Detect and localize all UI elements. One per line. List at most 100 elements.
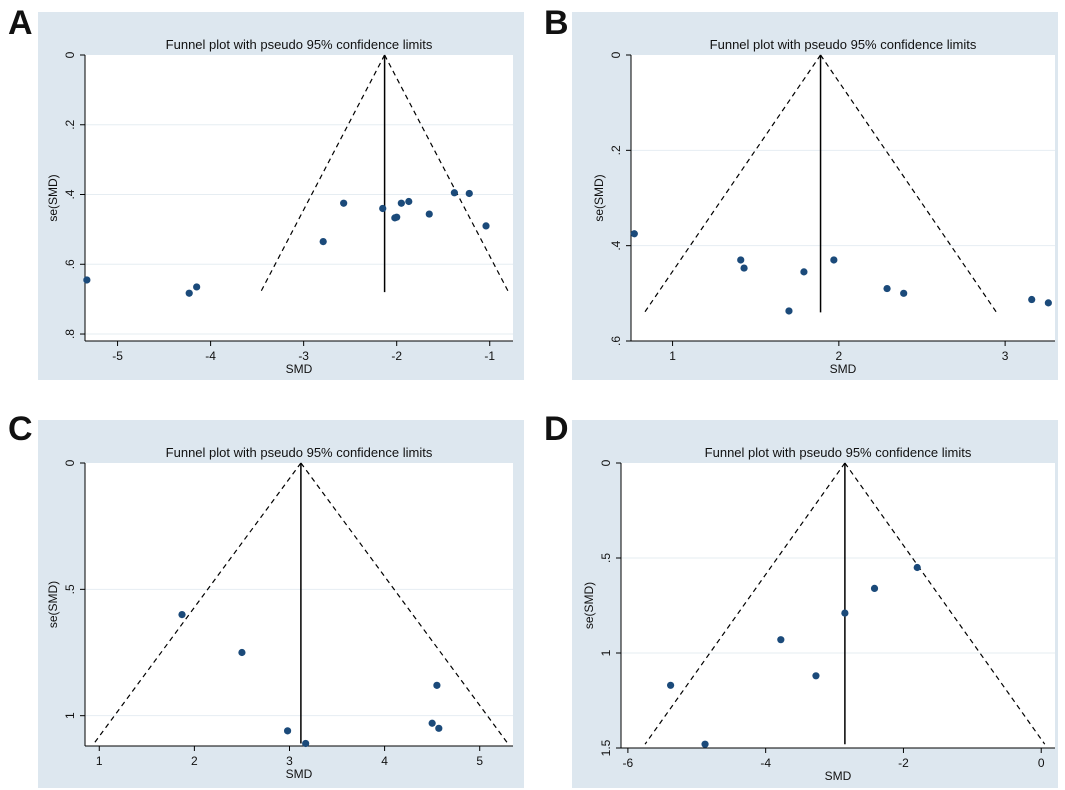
study-point bbox=[465, 189, 473, 198]
study-point bbox=[482, 222, 490, 230]
y-tick-label: .4 bbox=[609, 240, 623, 250]
x-axis-label: SMD bbox=[286, 362, 313, 376]
y-tick-label: 1 bbox=[63, 712, 77, 719]
study-point bbox=[667, 681, 675, 689]
chart-title: Funnel plot with pseudo 95% confidence l… bbox=[705, 445, 972, 460]
study-point bbox=[397, 199, 405, 207]
y-axis-label: se(SMD) bbox=[582, 582, 596, 629]
plot-area bbox=[621, 463, 1055, 748]
x-tick-label: -6 bbox=[623, 756, 634, 770]
y-tick-label: .4 bbox=[63, 189, 77, 199]
study-point bbox=[83, 276, 91, 284]
x-tick-label: -2 bbox=[898, 756, 909, 770]
funnel-lower-limit bbox=[93, 462, 302, 744]
y-tick-label: .2 bbox=[63, 119, 77, 129]
study-point bbox=[433, 681, 441, 689]
funnel-upper-limit bbox=[820, 54, 998, 313]
y-axis-label: se(SMD) bbox=[46, 581, 60, 628]
study-point bbox=[883, 284, 891, 293]
study-point bbox=[302, 739, 310, 748]
x-axis-label: SMD bbox=[825, 769, 852, 783]
study-point bbox=[340, 199, 348, 207]
study-point bbox=[319, 237, 327, 246]
y-axis-label: se(SMD) bbox=[46, 174, 60, 221]
chart-title: Funnel plot with pseudo 95% confidence l… bbox=[166, 445, 433, 460]
x-tick-label: 3 bbox=[286, 754, 293, 768]
x-axis-label: SMD bbox=[286, 767, 313, 781]
study-point bbox=[450, 189, 458, 197]
study-point bbox=[777, 636, 785, 644]
x-tick-label: -5 bbox=[112, 349, 123, 363]
x-tick-label: 2 bbox=[191, 754, 198, 768]
study-point bbox=[178, 611, 186, 619]
study-point bbox=[435, 724, 443, 732]
funnel-lower-limit bbox=[644, 54, 822, 313]
study-point bbox=[185, 289, 193, 297]
chart-title: Funnel plot with pseudo 95% confidence l… bbox=[166, 37, 433, 52]
x-tick-label: -3 bbox=[298, 349, 309, 363]
panel-letter: C bbox=[8, 410, 33, 448]
y-tick-label: .5 bbox=[63, 584, 77, 594]
x-tick-label: -4 bbox=[205, 349, 216, 363]
y-tick-label: 1.5 bbox=[599, 739, 613, 756]
study-point bbox=[630, 230, 638, 238]
study-point bbox=[812, 672, 820, 680]
y-tick-label: 0 bbox=[599, 459, 613, 466]
study-point bbox=[428, 719, 436, 727]
panel-letter: B bbox=[544, 4, 569, 42]
plot-area bbox=[85, 463, 513, 746]
y-tick-label: 0 bbox=[63, 51, 77, 58]
x-tick-label: -4 bbox=[760, 756, 771, 770]
study-point bbox=[841, 609, 849, 617]
panel-letter: D bbox=[544, 410, 569, 448]
y-axis-label: se(SMD) bbox=[592, 174, 606, 221]
study-point bbox=[393, 213, 401, 221]
study-point bbox=[1044, 299, 1052, 307]
y-tick-label: 0 bbox=[609, 51, 623, 58]
study-point bbox=[379, 204, 387, 213]
study-point bbox=[425, 210, 433, 218]
study-point bbox=[740, 264, 748, 272]
x-tick-label: 1 bbox=[669, 349, 676, 363]
y-tick-label: .2 bbox=[609, 145, 623, 155]
x-tick-label: 0 bbox=[1038, 756, 1045, 770]
study-point bbox=[785, 307, 793, 315]
plot-area bbox=[85, 55, 513, 341]
x-tick-label: 1 bbox=[96, 754, 103, 768]
x-tick-label: -2 bbox=[391, 349, 402, 363]
x-tick-label: 2 bbox=[835, 349, 842, 363]
plot-area bbox=[631, 55, 1055, 341]
x-axis-label: SMD bbox=[830, 362, 857, 376]
panel-letter: A bbox=[8, 4, 33, 42]
study-point bbox=[193, 283, 201, 291]
funnel-lower-limit bbox=[644, 462, 846, 745]
funnel-upper-limit bbox=[300, 462, 509, 744]
study-point bbox=[283, 727, 292, 735]
y-tick-label: 1 bbox=[599, 649, 613, 656]
study-point bbox=[238, 648, 246, 657]
chart-title: Funnel plot with pseudo 95% confidence l… bbox=[710, 37, 977, 52]
panel-c: C Funnel plot with pseudo 95% confidence … bbox=[8, 410, 524, 788]
panel-d: D Funnel plot with pseudo 95% confidence … bbox=[544, 410, 1058, 788]
panel-b: B Funnel plot with pseudo 95% confidence … bbox=[544, 4, 1058, 380]
x-tick-label: 4 bbox=[381, 754, 388, 768]
study-point bbox=[701, 740, 709, 748]
y-tick-label: 0 bbox=[63, 459, 77, 466]
x-tick-label: 5 bbox=[476, 754, 483, 768]
y-tick-label: .8 bbox=[63, 329, 77, 339]
study-point bbox=[870, 584, 879, 593]
x-tick-label: -1 bbox=[484, 349, 495, 363]
x-tick-label: 3 bbox=[1002, 349, 1009, 363]
study-point bbox=[830, 256, 838, 264]
y-tick-label: .6 bbox=[609, 336, 623, 346]
panel-a: A Funnel plot with pseudo 95% confidence … bbox=[8, 4, 524, 380]
study-point bbox=[405, 197, 413, 206]
study-point bbox=[1028, 295, 1036, 304]
study-point bbox=[800, 268, 808, 276]
study-point bbox=[913, 563, 921, 572]
funnel-upper-limit bbox=[844, 462, 1046, 745]
y-tick-label: .6 bbox=[63, 259, 77, 269]
study-point bbox=[737, 256, 745, 264]
y-tick-label: .5 bbox=[599, 553, 613, 563]
